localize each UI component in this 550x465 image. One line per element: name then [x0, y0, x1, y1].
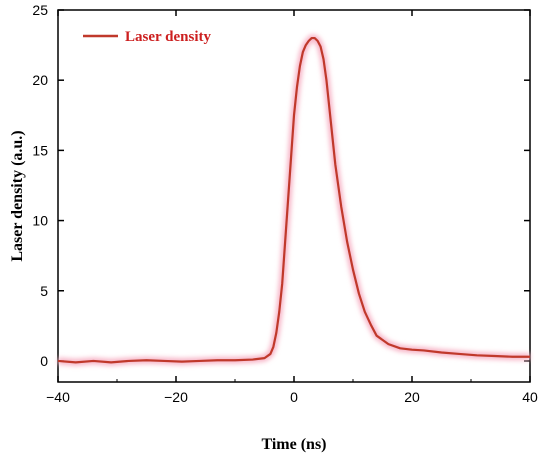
- y-tick-label: 25: [32, 2, 48, 18]
- x-axis-title: Time (ns): [261, 436, 326, 453]
- axis-ticks: [57, 9, 531, 382]
- y-tick-label: 15: [32, 142, 48, 158]
- y-axis-title: Laser density (a.u.): [9, 130, 26, 261]
- y-tick-label: 10: [32, 213, 48, 229]
- series-line-glow: [57, 34, 530, 366]
- series-line-laser-density: [57, 36, 530, 364]
- x-tick-label: 0: [290, 389, 298, 405]
- x-tick-label: 40: [522, 389, 538, 405]
- legend-label-laser-density: Laser density: [125, 29, 211, 45]
- legend: Laser density: [83, 29, 211, 45]
- y-tick-label: 0: [40, 353, 48, 369]
- x-tick-label: −40: [46, 389, 70, 405]
- y-tick-label: 20: [32, 72, 48, 88]
- plot-area: [57, 34, 530, 366]
- x-tick-label: −20: [164, 389, 188, 405]
- plot-frame: [57, 9, 531, 383]
- x-tick-label: 20: [404, 389, 420, 405]
- axis-tick-labels: −40 −20 0 20 40 0 5 10 15 20 25: [32, 2, 538, 405]
- y-tick-label: 5: [40, 283, 48, 299]
